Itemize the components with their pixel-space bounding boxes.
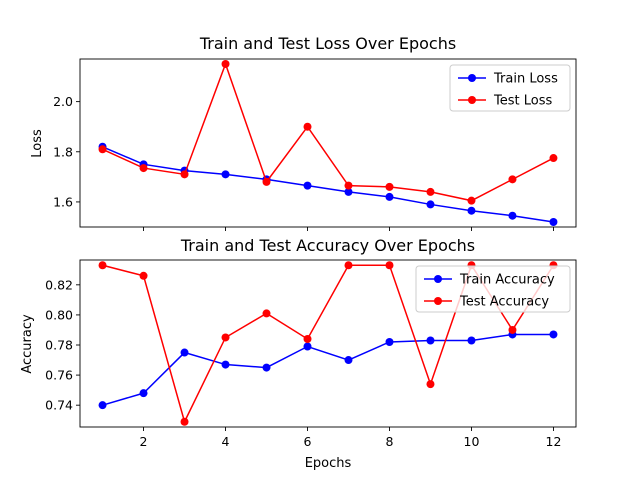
accuracy-plot-area: 2 4 6 8 10 12 0.74 0.76 0.78 0.80 0.82 Train Accura… (45, 259, 577, 449)
accuracy-point-s1-4 (262, 309, 271, 318)
accuracy-point-s0-0 (98, 401, 107, 410)
accuracy-legend-label-1: Test Accuracy (459, 295, 549, 310)
accuracy-x-tick-label-2: 6 (304, 434, 312, 449)
loss-chart-title: Train and Test Loss Over Epochs (199, 34, 456, 53)
accuracy-axes-frame (79, 259, 577, 428)
loss-point-s1-2 (180, 170, 189, 179)
accuracy-point-s1-10 (508, 325, 517, 334)
loss-legend-marker-1 (468, 96, 476, 104)
accuracy-legend-marker-0 (434, 275, 442, 283)
loss-y-axis-label: Loss (30, 129, 45, 158)
loss-point-s0-7 (385, 192, 394, 201)
accuracy-legend-marker-1 (434, 297, 442, 305)
loss-point-s1-5 (303, 122, 312, 131)
accuracy-point-s0-1 (139, 389, 148, 398)
loss-y-tick-label-2: 2.0 (53, 94, 73, 109)
loss-point-s1-7 (385, 182, 394, 191)
accuracy-chart: Train and Test Accuracy Over Epochs Accu… (20, 236, 577, 471)
accuracy-point-s1-2 (180, 417, 189, 426)
loss-point-s1-0 (98, 145, 107, 154)
loss-point-s1-8 (426, 187, 435, 196)
accuracy-point-s1-8 (426, 380, 435, 389)
loss-point-s0-6 (344, 187, 353, 196)
accuracy-point-s1-3 (221, 333, 230, 342)
loss-point-s0-11 (549, 217, 558, 226)
loss-legend-marker-0 (468, 74, 476, 82)
accuracy-x-tick-label-1: 4 (222, 434, 230, 449)
accuracy-point-s0-4 (262, 363, 271, 372)
loss-axes-frame (79, 58, 577, 228)
accuracy-point-s0-9 (467, 336, 476, 345)
accuracy-point-s1-5 (303, 334, 312, 343)
loss-plot-area: 1.6 1.8 2.0 Train Loss Test Loss (53, 58, 577, 231)
loss-y-tick-label-1: 1.8 (53, 144, 73, 159)
accuracy-x-tick-label-3: 8 (386, 434, 394, 449)
accuracy-point-s1-0 (98, 261, 107, 270)
accuracy-point-s1-7 (385, 261, 394, 270)
accuracy-chart-title: Train and Test Accuracy Over Epochs (180, 236, 475, 255)
loss-legend-label-0: Train Loss (493, 72, 558, 87)
accuracy-point-s0-2 (180, 348, 189, 357)
accuracy-point-s0-8 (426, 336, 435, 345)
accuracy-x-tick-label-5: 12 (546, 434, 562, 449)
loss-y-tick-label-0: 1.6 (53, 194, 73, 209)
loss-series-line-0 (102, 146, 554, 223)
loss-point-s0-8 (426, 200, 435, 209)
loss-point-s0-10 (508, 211, 517, 220)
x-axis-label: Epochs (305, 456, 352, 471)
loss-point-s1-4 (262, 177, 271, 186)
accuracy-y-tick-label-2: 0.78 (45, 338, 73, 353)
loss-point-s1-11 (549, 154, 558, 163)
loss-point-s1-9 (467, 196, 476, 205)
loss-point-s1-1 (139, 164, 148, 173)
accuracy-x-tick-label-4: 10 (464, 434, 480, 449)
accuracy-y-tick-label-3: 0.80 (45, 307, 73, 322)
loss-point-s0-3 (221, 170, 230, 179)
accuracy-point-s0-7 (385, 337, 394, 346)
accuracy-y-tick-label-4: 0.82 (45, 277, 73, 292)
accuracy-legend-label-0: Train Accuracy (459, 273, 555, 288)
accuracy-y-tick-label-0: 0.74 (45, 398, 73, 413)
accuracy-legend (415, 265, 571, 313)
accuracy-y-axis-label: Accuracy (20, 314, 35, 374)
loss-point-s1-3 (221, 60, 230, 69)
loss-legend-label-1: Test Loss (493, 94, 552, 109)
accuracy-series-line-0 (102, 333, 554, 406)
loss-chart: Train and Test Loss Over Epochs Loss 1.6… (30, 34, 577, 231)
loss-point-s1-6 (344, 181, 353, 190)
accuracy-point-s0-11 (549, 330, 558, 339)
accuracy-point-s0-3 (221, 360, 230, 369)
accuracy-point-s0-5 (303, 342, 312, 351)
accuracy-x-tick-label-0: 2 (140, 434, 148, 449)
accuracy-point-s1-1 (139, 271, 148, 280)
loss-series-line-1 (102, 61, 554, 202)
loss-point-s1-10 (508, 175, 517, 184)
loss-point-s0-9 (467, 206, 476, 215)
accuracy-point-s1-6 (344, 261, 353, 270)
loss-point-s0-5 (303, 181, 312, 190)
accuracy-point-s0-6 (344, 356, 353, 365)
accuracy-y-tick-label-1: 0.76 (45, 368, 73, 383)
